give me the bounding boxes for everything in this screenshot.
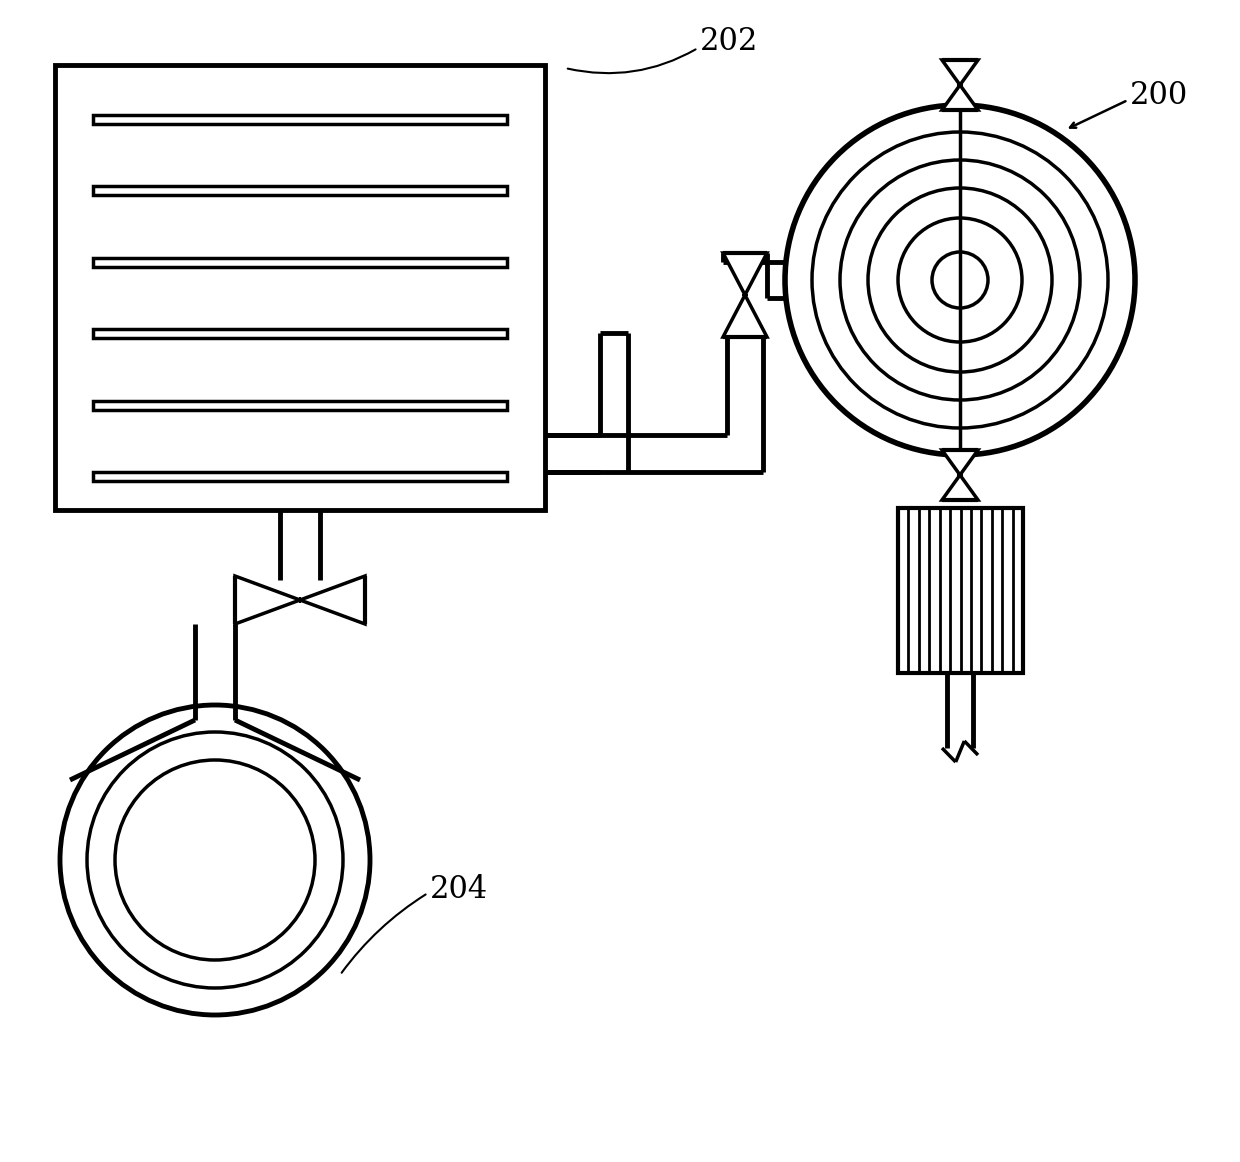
Text: 204: 204 <box>430 875 489 905</box>
Polygon shape <box>942 475 978 500</box>
Text: 202: 202 <box>701 27 759 57</box>
Bar <box>93 472 507 481</box>
Bar <box>93 258 507 267</box>
Circle shape <box>60 705 370 1014</box>
Circle shape <box>785 105 1135 456</box>
Polygon shape <box>942 85 978 110</box>
Bar <box>93 115 507 124</box>
Bar <box>93 401 507 409</box>
Bar <box>93 329 507 338</box>
Polygon shape <box>300 576 365 624</box>
Bar <box>93 186 507 195</box>
Text: 200: 200 <box>1130 79 1188 110</box>
Polygon shape <box>723 295 768 337</box>
Bar <box>898 508 1023 673</box>
Polygon shape <box>942 60 978 85</box>
Polygon shape <box>723 253 768 295</box>
Polygon shape <box>942 450 978 475</box>
Polygon shape <box>236 576 300 624</box>
Bar <box>55 65 546 510</box>
